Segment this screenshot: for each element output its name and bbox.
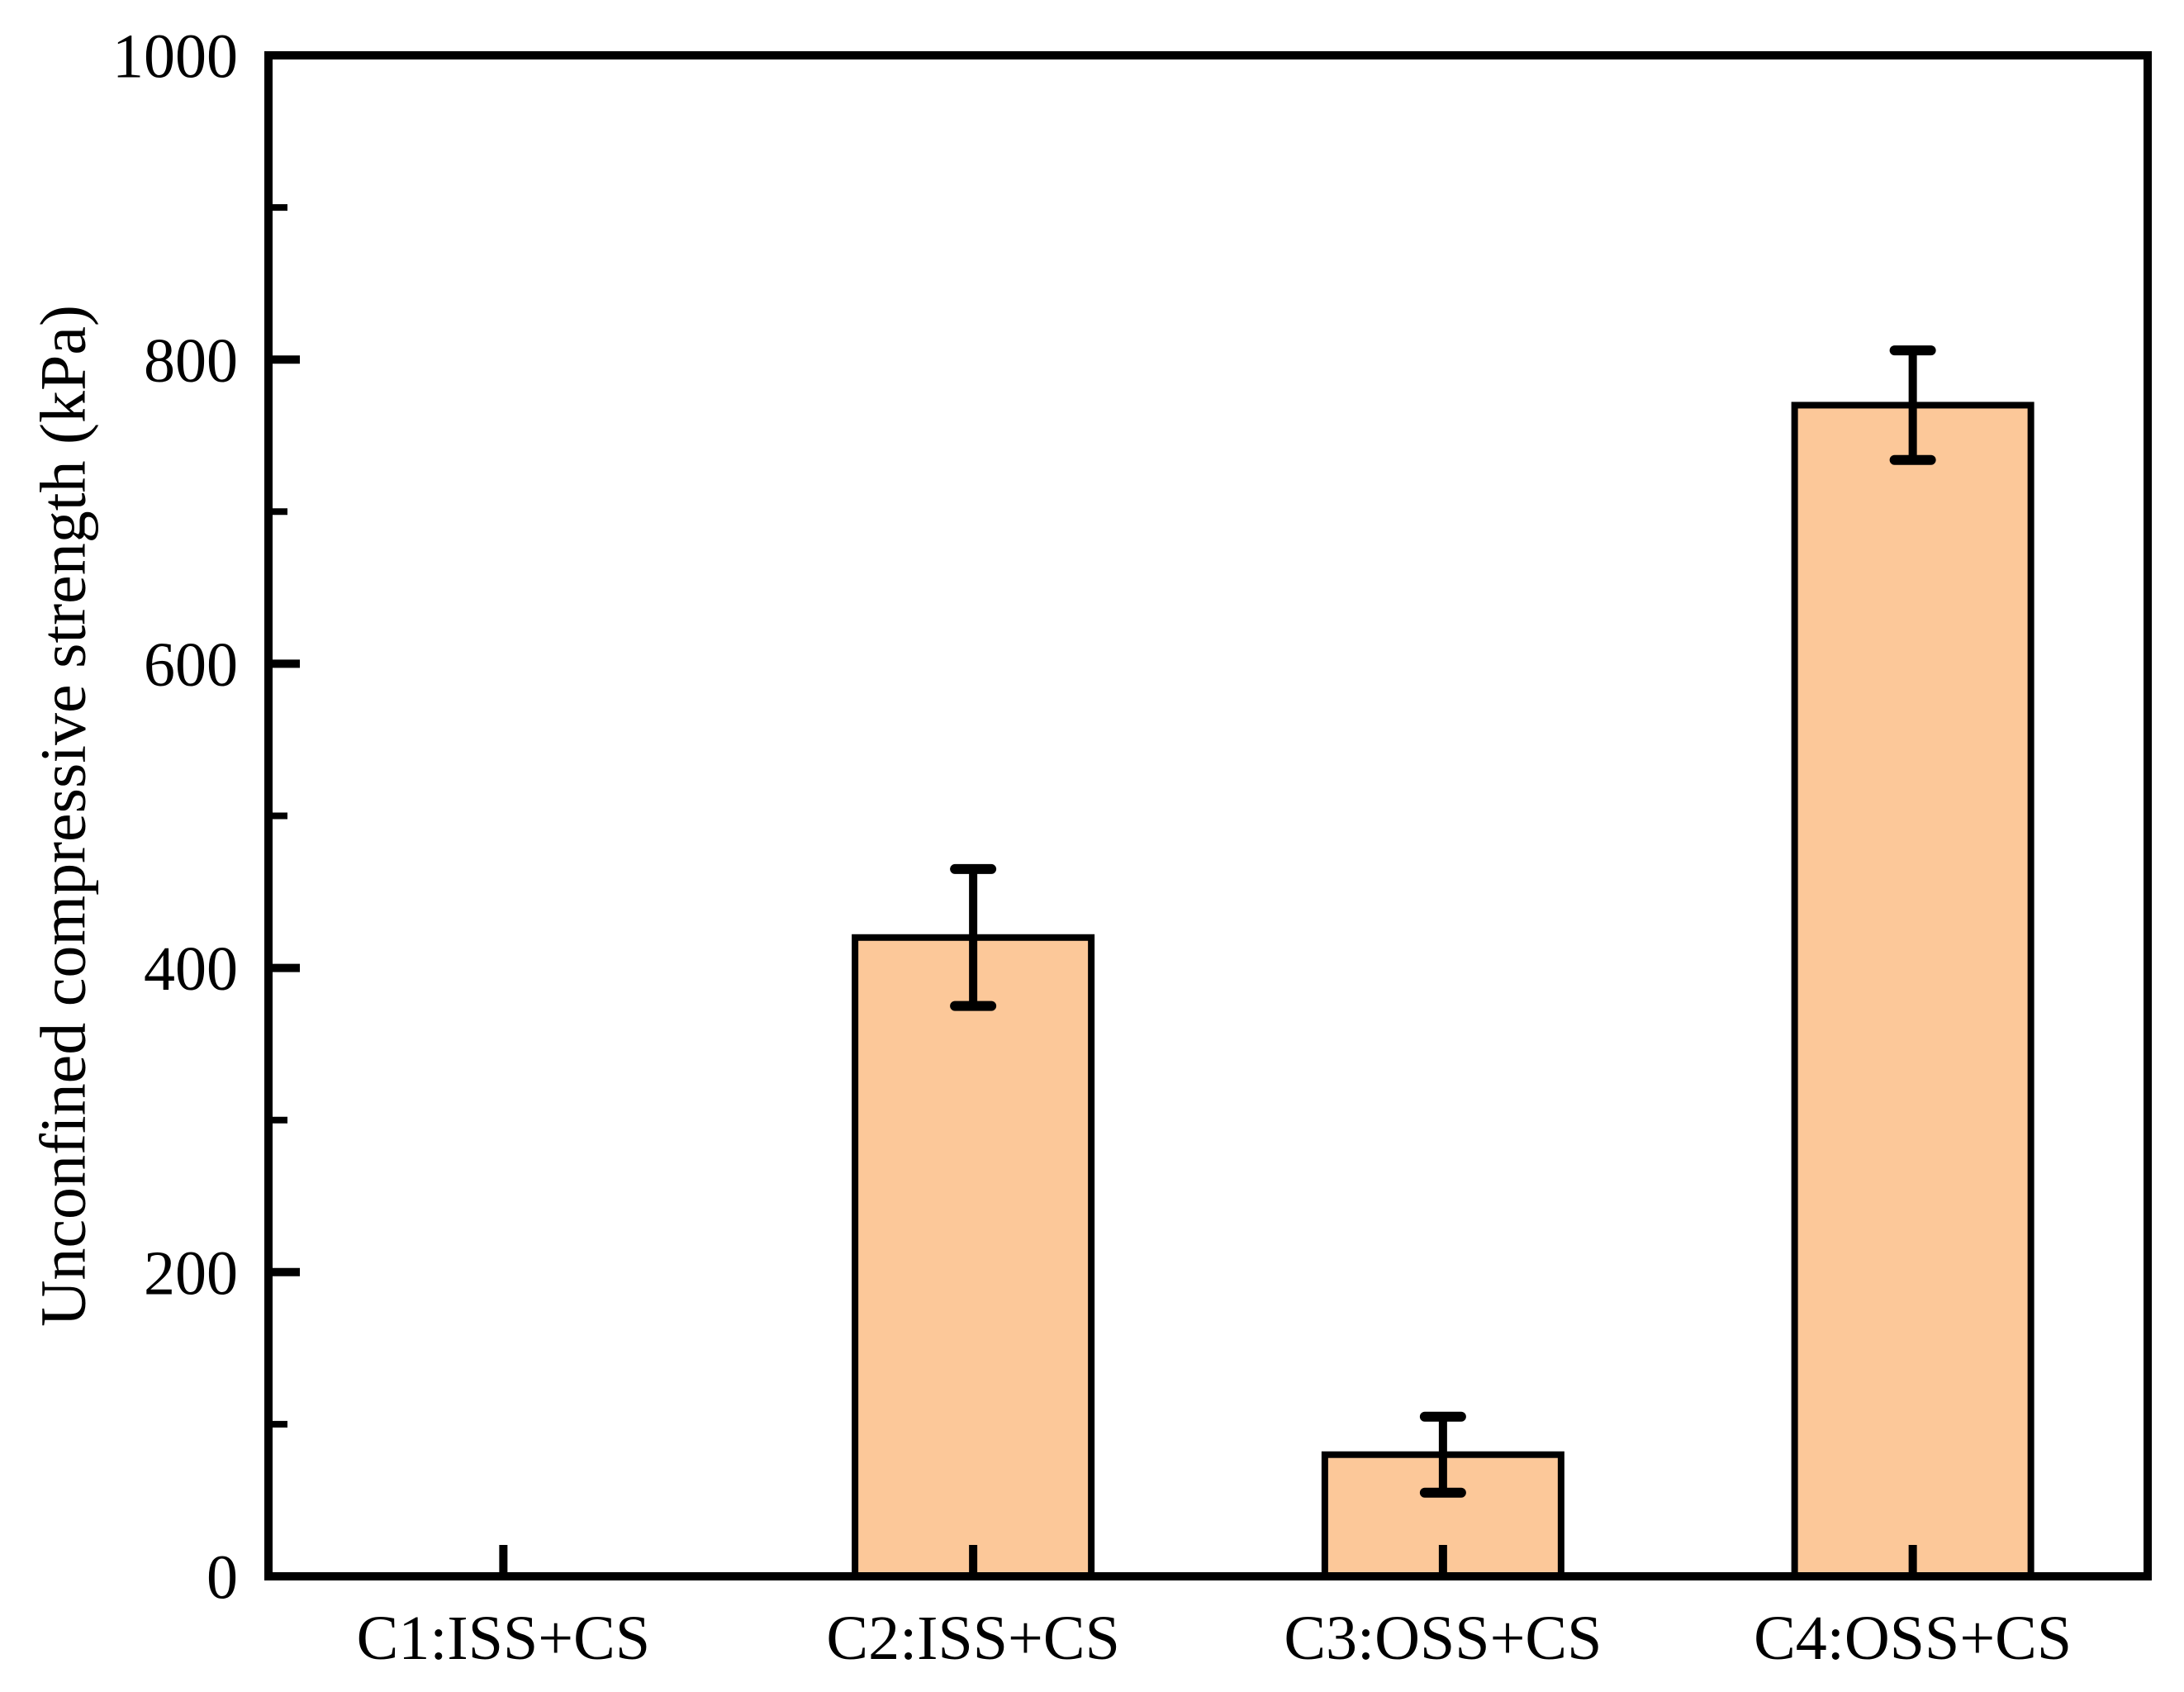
y-tick-label: 600: [144, 630, 238, 700]
y-tick-label: 800: [144, 326, 238, 396]
x-tick-label: C4:OSS+CS: [1754, 1604, 2072, 1673]
y-axis-ticks-group: 0 200 400 600 800 1000: [112, 22, 300, 1613]
x-axis-ticks-group: C1:ISS+CS C2:ISS+CS C3:OSS+CS C4:OSS+CS: [357, 1545, 2072, 1673]
y-tick-label: 0: [207, 1543, 238, 1613]
error-bar: [1419, 1411, 1466, 1498]
bars-group: [852, 402, 2034, 1580]
x-tick-label: C3:OSS+CS: [1284, 1604, 1602, 1673]
bar-c4: [1791, 402, 2034, 1580]
error-bar: [950, 863, 997, 1011]
y-tick-label: 200: [144, 1238, 238, 1308]
y-tick-label: 1000: [112, 22, 238, 92]
x-tick-label: C2:ISS+CS: [826, 1604, 1119, 1673]
x-tick-label: C1:ISS+CS: [357, 1604, 650, 1673]
error-bars-group: [950, 345, 1936, 1498]
plot-frame: [264, 51, 2152, 1580]
bar-c2: [852, 934, 1095, 1580]
y-axis-title: Unconfined compressive strength (kPa): [26, 305, 98, 1327]
error-bar: [1889, 345, 1936, 465]
y-tick-label: 400: [144, 934, 238, 1004]
